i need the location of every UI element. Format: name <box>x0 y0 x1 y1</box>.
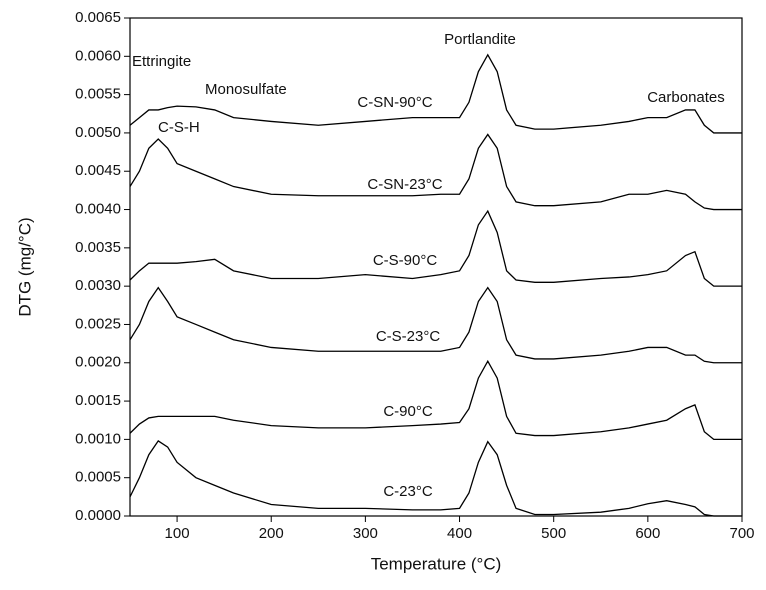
y-tick-label: 0.0065 <box>75 9 121 26</box>
series-label: C-90°C <box>383 403 433 420</box>
annotation: Ettringite <box>132 53 191 70</box>
annotation: Monosulfate <box>205 81 287 98</box>
series-label: C-S-90°C <box>373 252 438 269</box>
annotation: Portlandite <box>444 31 516 48</box>
y-tick-label: 0.0060 <box>75 47 121 64</box>
y-tick-label: 0.0055 <box>75 86 121 103</box>
y-tick-label: 0.0025 <box>75 315 121 332</box>
dtg-curve <box>129 133 742 211</box>
y-tick-label: 0.0005 <box>75 469 121 486</box>
annotation: C-S-H <box>158 119 200 136</box>
x-tick-label: 400 <box>447 525 472 542</box>
annotation: Carbonates <box>647 89 725 106</box>
x-tick-label: 200 <box>259 525 284 542</box>
y-tick-label: 0.0000 <box>75 507 121 524</box>
x-tick-label: 300 <box>353 525 378 542</box>
y-tick-label: 0.0040 <box>75 201 121 218</box>
y-tick-label: 0.0050 <box>75 124 121 141</box>
plot-frame <box>129 17 743 517</box>
series-label: C-S-23°C <box>376 328 441 345</box>
dtg-curve <box>129 440 742 517</box>
y-tick-label: 0.0035 <box>75 239 121 256</box>
y-tick-label: 0.0020 <box>75 354 121 371</box>
y-axis-title: DTG (mg/°C) <box>15 217 34 316</box>
dtg-curve <box>129 53 742 134</box>
series-label: C-SN-23°C <box>367 176 442 193</box>
x-tick-label: 100 <box>165 525 190 542</box>
x-axis-title: Temperature (°C) <box>371 554 502 573</box>
y-tick-label: 0.0045 <box>75 162 121 179</box>
y-tick-label: 0.0010 <box>75 430 121 447</box>
dtg-curve <box>129 359 742 441</box>
dtg-curve <box>129 209 742 287</box>
dtg-curve <box>129 286 742 364</box>
x-tick-label: 700 <box>729 525 754 542</box>
x-tick-label: 600 <box>635 525 660 542</box>
series-label: C-23°C <box>383 483 433 500</box>
x-tick-label: 500 <box>541 525 566 542</box>
y-tick-label: 0.0030 <box>75 277 121 294</box>
series-label: C-SN-90°C <box>357 94 432 111</box>
y-tick-label: 0.0015 <box>75 392 121 409</box>
